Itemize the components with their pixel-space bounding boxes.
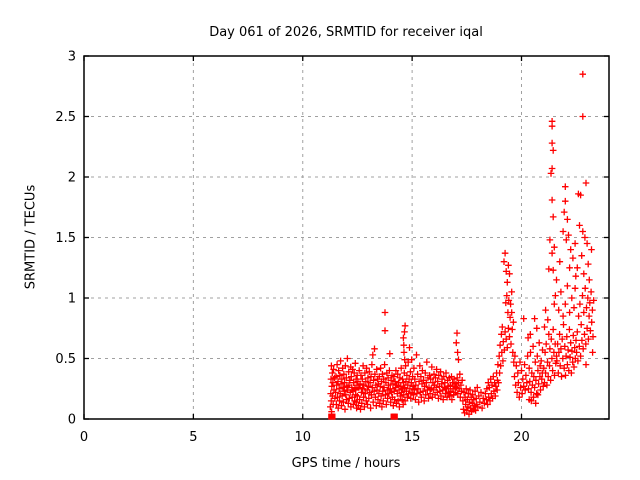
srmtid-points-layer — [327, 70, 597, 418]
x-tick-label: 5 — [189, 430, 197, 445]
chart-title: Day 061 of 2026, SRMTID for receiver iqa… — [209, 25, 483, 40]
tick-layer — [83, 55, 609, 420]
zero-value-points-layer — [328, 413, 398, 420]
y-axis-title: SRMTID / TECUs — [23, 184, 39, 290]
y-tick-label: 1.5 — [55, 231, 76, 246]
tick-labels: 0 5 10 15 20 0 0.5 1 1.5 2 2.5 3 — [55, 50, 529, 446]
y-tick-label: 0 — [68, 413, 76, 428]
x-tick-label: 15 — [404, 430, 421, 445]
square-marker — [329, 413, 336, 420]
y-tick-label: 2 — [68, 171, 76, 186]
grid-layer — [84, 56, 609, 419]
y-tick-label: 1 — [68, 292, 76, 307]
x-axis-title: GPS time / hours — [291, 456, 401, 471]
y-tick-label: 2.5 — [55, 110, 76, 125]
square-marker — [391, 413, 398, 420]
y-tick-label: 3 — [68, 50, 76, 65]
y-tick-label: 0.5 — [55, 352, 76, 367]
x-tick-label: 10 — [294, 430, 311, 445]
x-tick-label: 20 — [513, 430, 530, 445]
x-tick-label: 0 — [80, 430, 88, 445]
